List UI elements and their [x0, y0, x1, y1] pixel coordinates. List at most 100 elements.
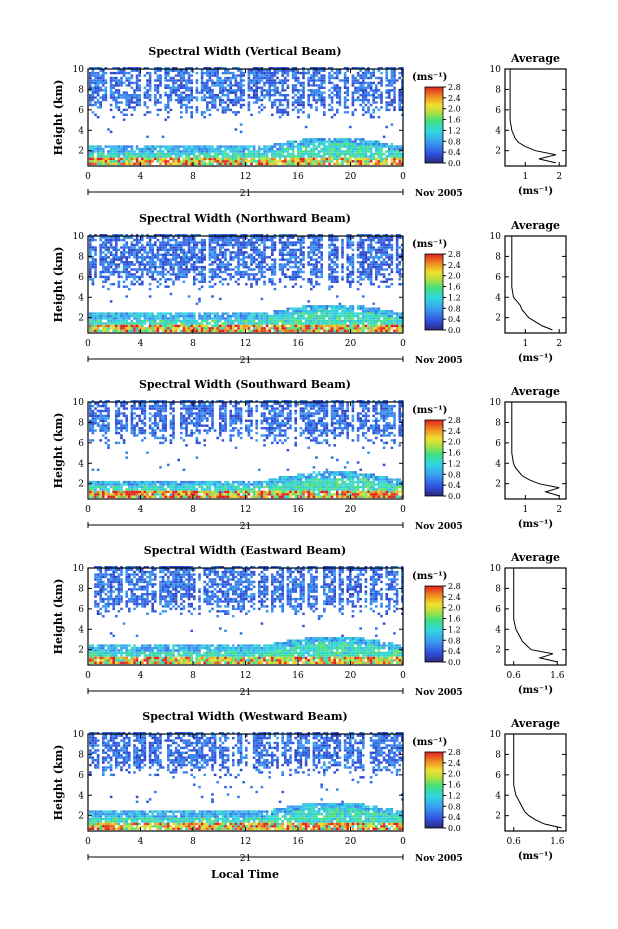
heatmap-cell	[265, 155, 269, 158]
heatmap-cell	[206, 329, 209, 332]
heatmap-cell	[310, 256, 313, 259]
heatmap-cell	[307, 89, 310, 92]
heatmap-cell	[234, 111, 238, 114]
heatmap-cell	[143, 96, 147, 99]
heatmap-cell	[115, 270, 118, 274]
heatmap-cell	[167, 155, 170, 158]
heatmap-cell	[336, 319, 339, 323]
heatmap-cell	[200, 314, 204, 318]
heatmap-cell	[177, 268, 180, 271]
heatmap-cell	[299, 246, 303, 249]
heatmap-cell	[185, 268, 188, 271]
heatmap-cell	[169, 157, 173, 161]
heatmap-cell	[164, 108, 167, 112]
heatmap-cell	[237, 251, 240, 254]
heatmap-cell	[182, 256, 186, 259]
heatmap-cell	[229, 251, 232, 254]
heatmap-cell	[271, 248, 274, 252]
heatmap-cell	[289, 324, 292, 328]
heatmap-cell	[310, 79, 313, 82]
heatmap-cell	[203, 268, 206, 271]
heatmap-cell	[273, 310, 277, 313]
heatmap-cell	[115, 238, 118, 242]
heatmap-cell	[229, 253, 232, 256]
heatmap-cell	[367, 324, 370, 328]
heatmap-cell	[180, 243, 183, 247]
heatmap-cell	[278, 327, 282, 330]
heatmap-cell	[336, 253, 339, 256]
heatmap-cell	[302, 106, 305, 109]
heatmap-cell	[148, 81, 152, 85]
heatmap-cell	[141, 268, 144, 271]
heatmap-cell	[187, 81, 191, 85]
heatmap-cell	[133, 246, 136, 249]
heatmap-cell	[341, 243, 344, 247]
heatmap-cell	[112, 324, 115, 328]
heatmap-cell	[99, 101, 102, 104]
heatmap-cell	[182, 71, 186, 75]
heatmap-cell	[89, 155, 92, 158]
heatmap-cell	[398, 253, 401, 256]
heatmap-cell	[172, 283, 175, 286]
heatmap-cell	[362, 162, 365, 165]
heatmap-cell	[307, 263, 310, 266]
heatmap-cell	[208, 67, 212, 70]
heatmap-cell	[258, 86, 261, 89]
heatmap-cell	[109, 270, 113, 274]
heatmap-cell	[242, 246, 245, 249]
heatmap-cell	[369, 84, 373, 87]
heatmap-cell	[174, 251, 178, 254]
heatmap-cell	[310, 329, 313, 332]
heatmap-cell	[265, 69, 269, 72]
heatmap-cell	[159, 322, 162, 325]
heatmap-cell	[380, 145, 383, 148]
heatmap-cell	[356, 91, 360, 94]
heatmap-cell	[294, 140, 297, 143]
heatmap-cell	[359, 160, 362, 163]
heatmap-cell	[377, 145, 381, 148]
heatmap-cell	[195, 327, 199, 330]
heatmap-cell	[343, 106, 347, 109]
heatmap-cell	[291, 89, 295, 92]
heatmap-cell	[237, 236, 240, 239]
heatmap-cell	[102, 314, 105, 318]
heatmap-cell	[221, 94, 225, 97]
heatmap-cell	[89, 79, 92, 82]
heatmap-cell	[182, 317, 186, 320]
heatmap-cell	[268, 147, 271, 151]
heatmap-cell	[250, 319, 253, 323]
heatmap-cell	[125, 273, 128, 276]
heatmap-cell	[130, 98, 134, 102]
heatmap-cell	[193, 312, 196, 315]
heatmap-cell	[286, 94, 290, 97]
heatmap-cell	[294, 270, 297, 274]
heatmap-cell	[252, 322, 256, 325]
heatmap-cell	[135, 96, 139, 99]
heatmap-cell	[273, 327, 277, 330]
heatmap-cell	[260, 253, 264, 256]
heatmap-cell	[276, 71, 279, 75]
heatmap-cell	[310, 287, 313, 291]
heatmap-cell	[362, 106, 365, 109]
heatmap-cell	[346, 317, 349, 320]
heatmap-cell	[375, 312, 378, 315]
heatmap-cell	[211, 253, 214, 256]
heatmap-cell	[177, 94, 180, 97]
heatmap-cell	[190, 81, 193, 85]
heatmap-cell	[154, 329, 157, 332]
heatmap-cell	[276, 147, 279, 151]
heatmap-cell	[213, 251, 217, 254]
heatmap-cell	[91, 89, 95, 92]
heatmap-cell	[164, 241, 167, 244]
heatmap-cell	[117, 265, 121, 269]
heatmap-cell	[255, 251, 258, 254]
heatmap-cell	[393, 96, 396, 99]
heatmap-cell	[224, 324, 227, 328]
heatmap-cell	[232, 91, 235, 94]
heatmap-cell	[356, 287, 360, 291]
heatmap-cell	[96, 74, 100, 77]
heatmap-cell	[94, 162, 97, 165]
heatmap-cell	[312, 150, 316, 153]
heatmap-cell	[120, 145, 123, 148]
heatmap-cell	[234, 150, 238, 153]
